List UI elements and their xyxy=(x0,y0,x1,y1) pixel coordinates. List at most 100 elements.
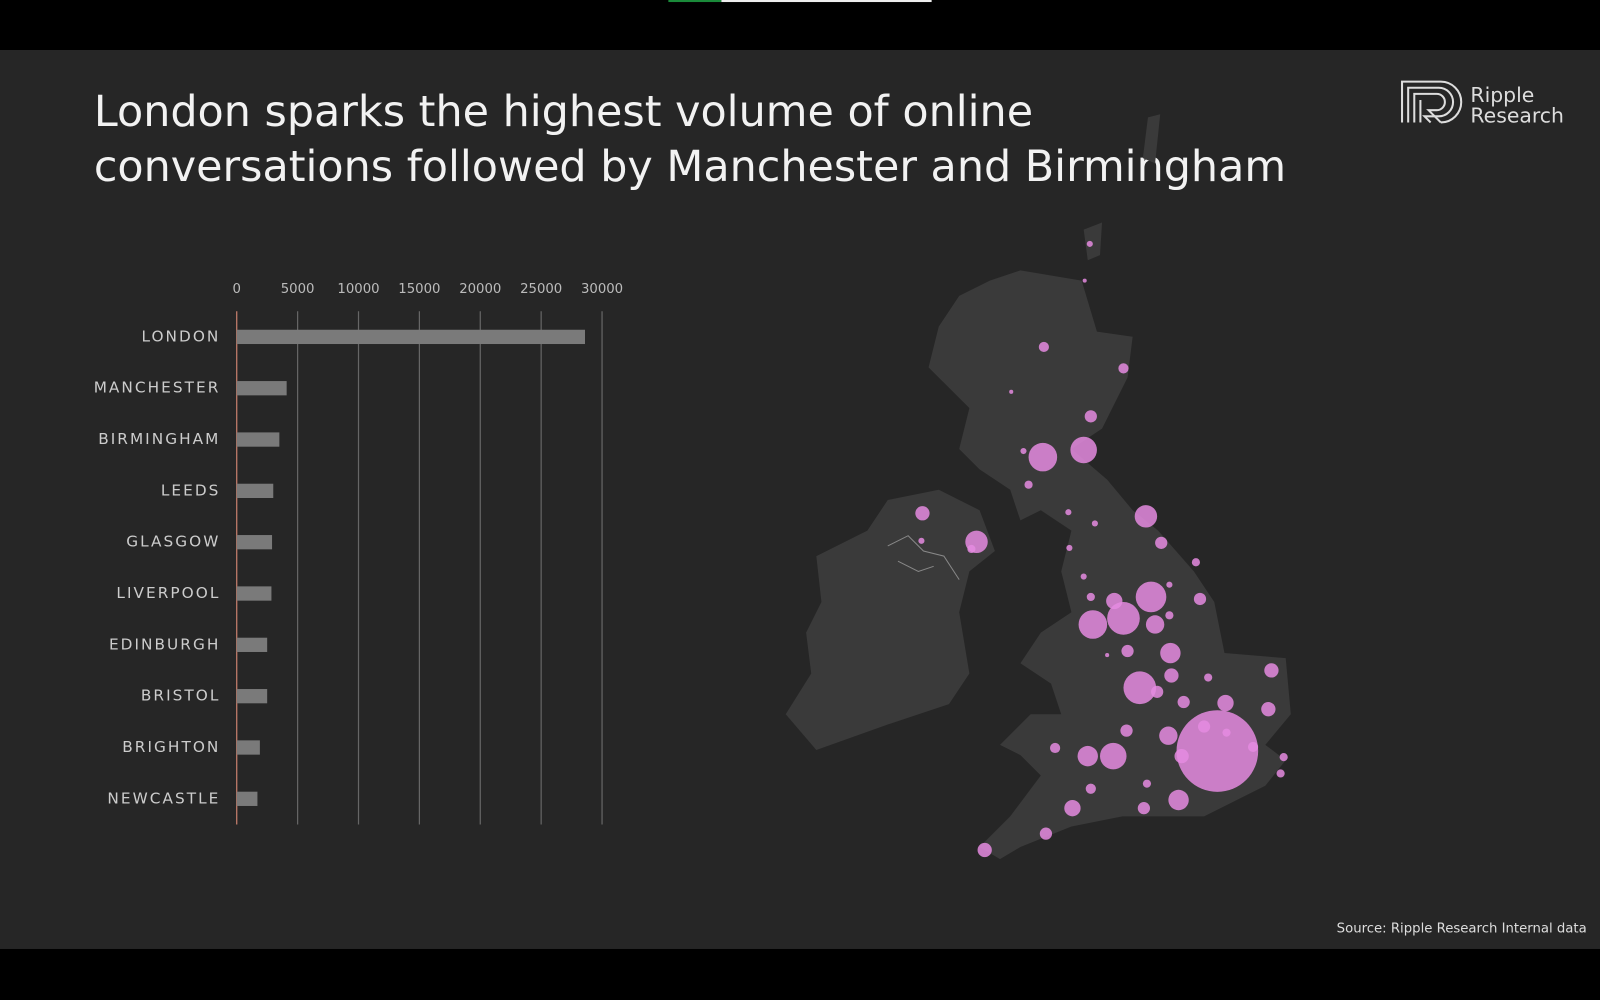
map-bubble xyxy=(967,544,976,554)
map-bubble xyxy=(1177,695,1190,709)
map-bubble xyxy=(1159,726,1178,745)
bar xyxy=(236,637,268,652)
map-bubble xyxy=(1077,745,1098,767)
map-bubble xyxy=(1085,783,1096,794)
map-bubble xyxy=(1191,558,1200,567)
map-bubble xyxy=(1100,742,1127,770)
map-bubble xyxy=(1164,668,1179,683)
y-tick-label: NEWCASTLE xyxy=(107,789,220,807)
y-tick-label: BIRMINGHAM xyxy=(98,430,220,448)
map-bubble xyxy=(1165,611,1174,620)
map-bubble xyxy=(1193,592,1207,606)
map-bubble xyxy=(1276,769,1285,778)
y-tick-label: EDINBURGH xyxy=(109,635,220,653)
map-bubbles xyxy=(915,240,1288,858)
map-bubble xyxy=(1151,685,1164,698)
map-bubble xyxy=(1086,240,1093,247)
map-bubble xyxy=(1070,436,1097,464)
bar xyxy=(236,586,272,601)
map-bubble xyxy=(1024,480,1033,489)
slide-background xyxy=(0,50,1600,949)
x-tick-label: 10000 xyxy=(337,282,379,297)
y-tick-label: BRIGHTON xyxy=(122,738,220,756)
source-note: Source: Ripple Research Internal data xyxy=(1337,922,1587,937)
title-line: conversations followed by Manchester and… xyxy=(94,142,1286,192)
map-bubble xyxy=(1105,653,1110,658)
map-bubble xyxy=(1160,642,1181,664)
map-bubble xyxy=(1204,673,1213,682)
bar xyxy=(236,535,273,550)
logo-icon xyxy=(1401,80,1463,124)
map-bubble xyxy=(1134,505,1158,528)
map-bubble xyxy=(1106,592,1123,610)
map-bubble xyxy=(977,842,992,858)
x-tick-label: 0 xyxy=(233,282,241,297)
map-bubble xyxy=(1121,644,1134,658)
map-bubble xyxy=(1078,610,1108,639)
map-bubble xyxy=(1039,827,1053,840)
map-bubble xyxy=(1066,544,1073,552)
map-bubble xyxy=(1166,581,1173,588)
map-bubble xyxy=(1123,671,1157,705)
map-bubble xyxy=(1279,753,1288,762)
map-bubble xyxy=(1118,363,1129,374)
great-britain xyxy=(928,270,1291,860)
brand-name: Research xyxy=(1470,103,1564,127)
map-bubble xyxy=(1120,724,1133,737)
x-tick-label: 30000 xyxy=(581,282,623,297)
map-bubble xyxy=(1168,789,1189,811)
map-bubble xyxy=(1086,592,1095,602)
map-bubble xyxy=(1145,615,1165,634)
map-bubble xyxy=(1197,720,1211,733)
map-bubble xyxy=(915,506,930,521)
map-bubble xyxy=(1082,278,1087,283)
x-tick-label: 5000 xyxy=(281,282,315,297)
y-tick-label: BRISTOL xyxy=(141,687,221,705)
x-tick-label: 25000 xyxy=(520,282,562,297)
map-bubble xyxy=(1009,389,1014,394)
map-bubble xyxy=(1091,520,1098,527)
map-bubble xyxy=(1080,573,1087,580)
bar xyxy=(236,329,585,345)
bar xyxy=(236,381,287,396)
map-bubble xyxy=(1217,694,1234,712)
map-bubble xyxy=(1065,509,1072,516)
bar xyxy=(236,791,258,806)
y-tick-label: GLASGOW xyxy=(126,533,220,551)
y-tick-label: LEEDS xyxy=(161,481,221,499)
map-bubble xyxy=(1222,728,1231,737)
map-bubble xyxy=(918,537,925,544)
bar xyxy=(236,689,268,704)
map-bubble xyxy=(1050,742,1061,754)
map-bubble xyxy=(1084,410,1097,423)
map-bubble xyxy=(1020,447,1027,455)
bar xyxy=(236,740,260,755)
map-bubble xyxy=(1107,602,1140,635)
progress-bar xyxy=(668,0,722,3)
map-bubble xyxy=(1261,702,1276,717)
map-bubble xyxy=(1247,741,1259,753)
x-tick-label: 15000 xyxy=(398,282,440,297)
map-bubble xyxy=(1064,800,1081,817)
border xyxy=(887,535,960,580)
map-bubble xyxy=(1038,341,1049,353)
ireland xyxy=(785,489,995,750)
map-bubble xyxy=(1155,536,1168,549)
map-bubble xyxy=(1137,802,1150,815)
title-line: London sparks the highest volume of onli… xyxy=(94,87,1033,137)
bar xyxy=(236,432,280,447)
map-bubble xyxy=(1264,663,1279,678)
y-tick-label: LONDON xyxy=(141,327,220,345)
progress-track xyxy=(721,0,932,3)
brand-name: Ripple xyxy=(1470,83,1534,107)
bar xyxy=(236,483,274,499)
y-tick-label: MANCHESTER xyxy=(94,379,221,397)
y-tick-label: LIVERPOOL xyxy=(116,584,220,602)
map-bubble xyxy=(1174,748,1189,764)
x-tick-label: 20000 xyxy=(459,282,501,297)
map-bubble xyxy=(1176,710,1259,792)
map-bubble xyxy=(1028,442,1058,472)
map-bubble xyxy=(1135,581,1167,613)
